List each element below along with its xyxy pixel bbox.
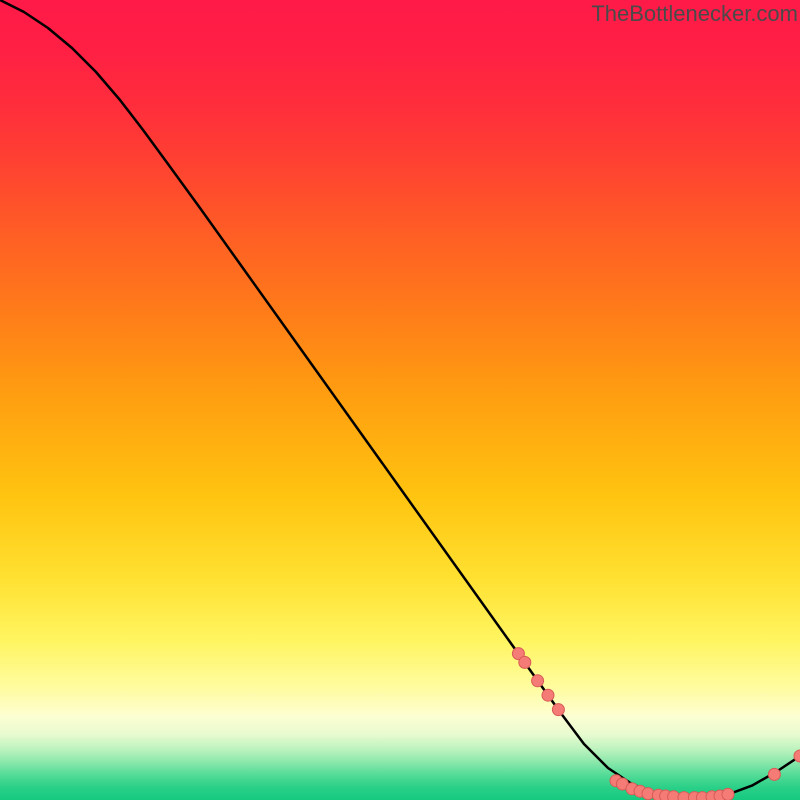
data-marker bbox=[519, 656, 531, 668]
data-marker bbox=[532, 675, 544, 687]
watermark-text: TheBottlenecker.com bbox=[591, 1, 798, 26]
chart-background bbox=[0, 0, 800, 800]
data-marker bbox=[722, 788, 734, 800]
bottleneck-chart: TheBottlenecker.com bbox=[0, 0, 800, 800]
data-marker bbox=[542, 689, 554, 701]
data-marker bbox=[552, 704, 564, 716]
data-marker bbox=[768, 768, 780, 780]
